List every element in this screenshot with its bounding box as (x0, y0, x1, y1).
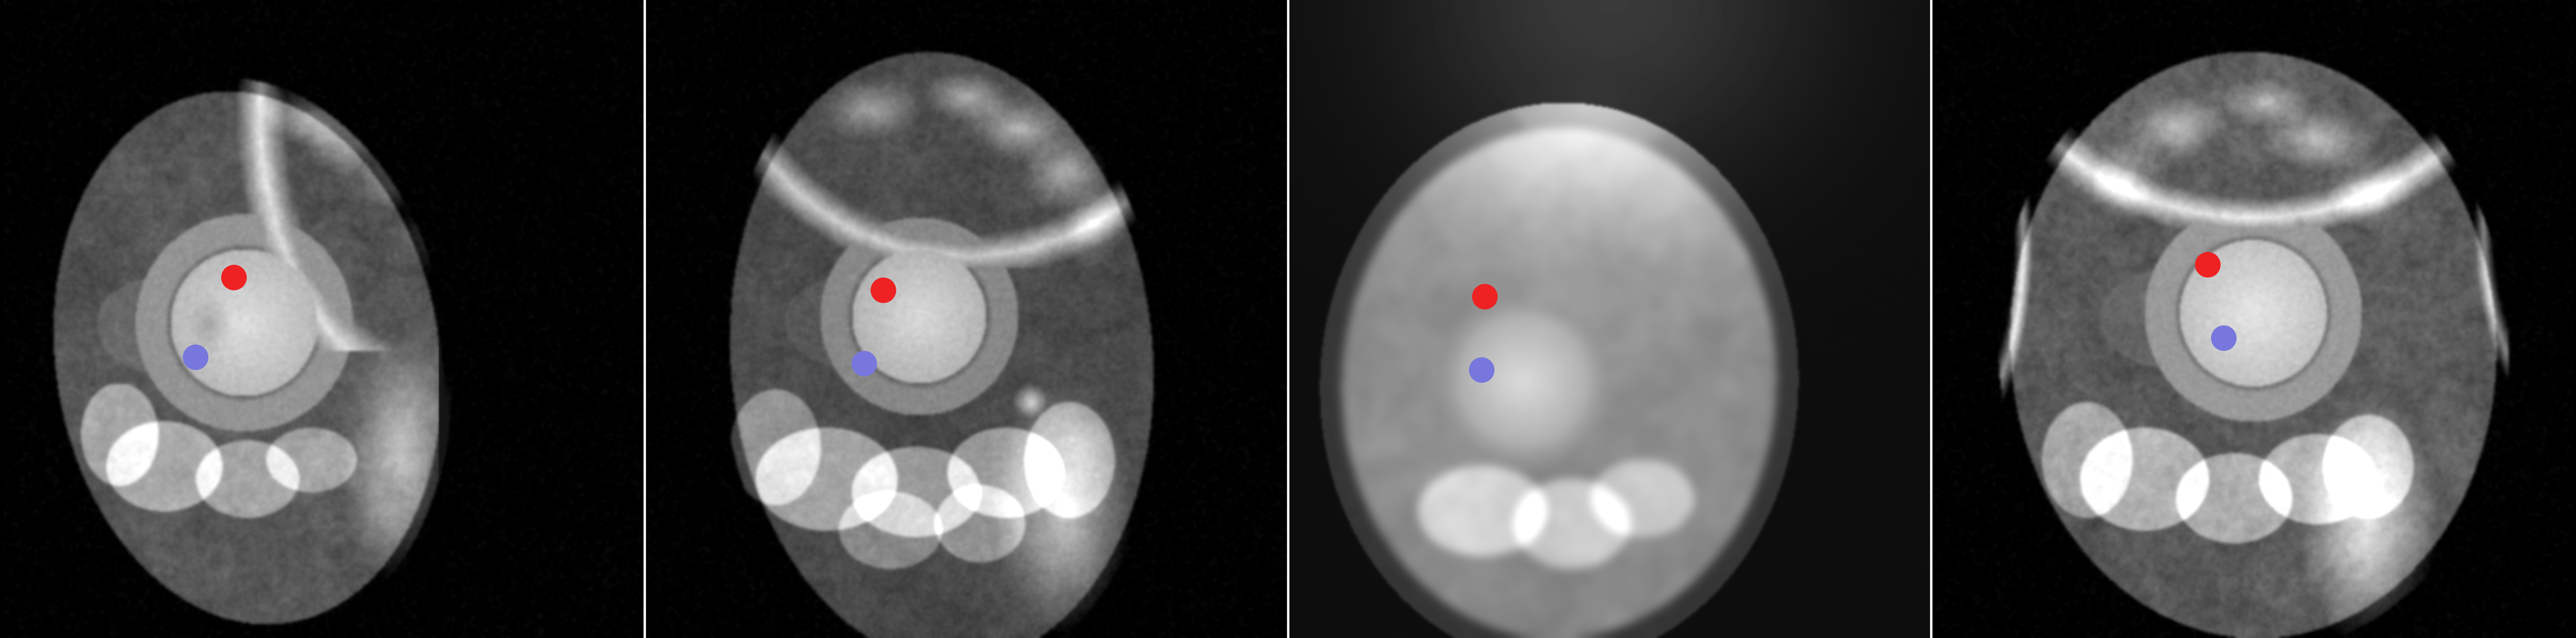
Circle shape (1468, 357, 1494, 383)
Circle shape (871, 278, 896, 303)
Circle shape (1471, 284, 1497, 309)
Circle shape (853, 351, 876, 376)
Circle shape (222, 265, 247, 290)
Circle shape (183, 345, 209, 370)
Circle shape (2195, 252, 2221, 278)
Circle shape (2210, 325, 2236, 351)
